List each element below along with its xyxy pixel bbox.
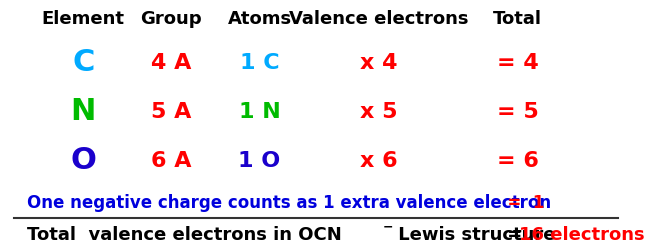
Text: 1 O: 1 O (238, 151, 280, 171)
Text: One negative charge counts as 1 extra valence electron: One negative charge counts as 1 extra va… (27, 194, 551, 212)
Text: 16 electrons: 16 electrons (519, 226, 645, 244)
Text: Lewis structure: Lewis structure (392, 226, 556, 244)
Text: x 6: x 6 (360, 151, 398, 171)
Text: Element: Element (42, 9, 125, 28)
Text: 1 N: 1 N (238, 101, 280, 122)
Text: O: O (71, 146, 96, 175)
Text: Total  valence electrons in OCN: Total valence electrons in OCN (27, 226, 341, 244)
Text: Atoms: Atoms (227, 9, 292, 28)
Text: x 5: x 5 (360, 101, 398, 122)
Text: 4 A: 4 A (151, 53, 192, 73)
Text: N: N (71, 97, 96, 126)
Text: = 6: = 6 (497, 151, 539, 171)
Text: Valence electrons: Valence electrons (289, 9, 469, 28)
Text: Group: Group (141, 9, 202, 28)
Text: 1 C: 1 C (240, 53, 279, 73)
Text: 6 A: 6 A (151, 151, 192, 171)
Text: C: C (72, 48, 95, 77)
Text: 5 A: 5 A (151, 101, 192, 122)
Text: =  1: = 1 (496, 194, 544, 212)
Text: Total: Total (493, 9, 542, 28)
Text: −: − (382, 220, 393, 233)
Text: =: = (501, 226, 529, 244)
Text: = 5: = 5 (497, 101, 538, 122)
Text: = 4: = 4 (497, 53, 538, 73)
Text: x 4: x 4 (360, 53, 398, 73)
